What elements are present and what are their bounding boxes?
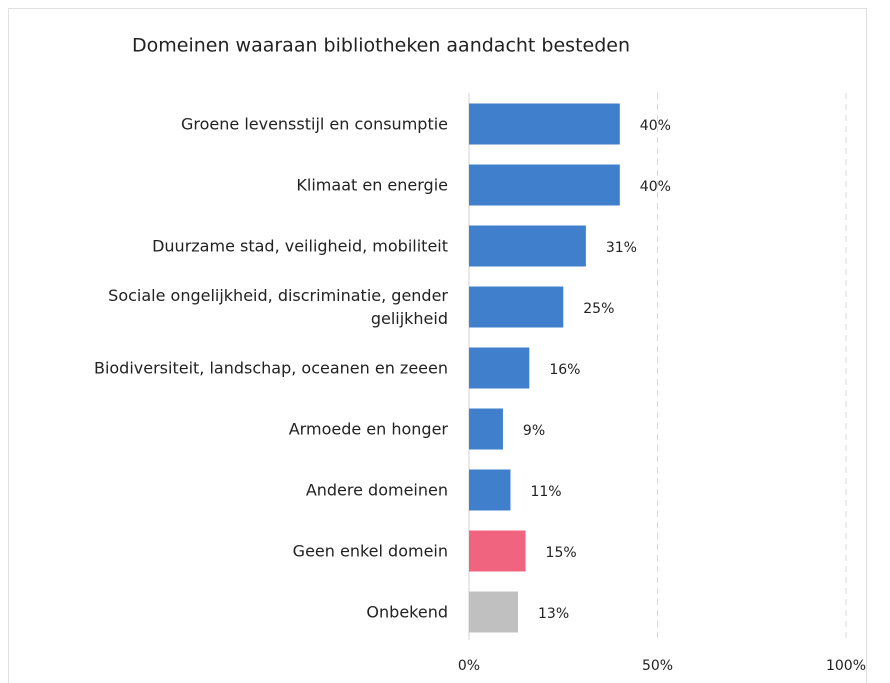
bar	[469, 469, 511, 511]
value-label: 11%	[530, 484, 561, 500]
x-tick-label: 100%	[826, 658, 866, 674]
category-label: Sociale ongelijkheid, discriminatie, gen…	[108, 286, 448, 328]
bar	[469, 225, 586, 267]
category-label: Onbekend	[366, 602, 448, 622]
value-label: 16%	[549, 362, 580, 378]
category-label: Geen enkel domein	[292, 541, 448, 561]
value-label: 31%	[606, 240, 637, 256]
bar	[469, 530, 526, 572]
value-label: 40%	[640, 179, 671, 195]
frame	[8, 8, 867, 683]
value-label: 25%	[583, 301, 614, 317]
bar	[469, 164, 620, 206]
x-tick-label: 50%	[642, 658, 673, 674]
bar	[469, 103, 620, 145]
chart-title: Domeinen waaraan bibliotheken aandacht b…	[132, 35, 630, 57]
value-label: 40%	[640, 118, 671, 134]
category-label: Duurzame stad, veiligheid, mobiliteit	[152, 236, 448, 256]
category-label: Klimaat en energie	[296, 175, 448, 195]
category-label: Andere domeinen	[305, 480, 448, 500]
value-label: 15%	[546, 545, 577, 561]
category-label: Groene levensstijl en consumptie	[180, 114, 448, 134]
category-label: Armoede en honger	[288, 419, 448, 439]
x-tick-label: 0%	[458, 658, 480, 674]
bar	[469, 347, 530, 389]
value-label: 9%	[523, 423, 545, 439]
category-label: Biodiversiteit, landschap, oceanen en ze…	[93, 358, 448, 378]
value-label: 13%	[538, 606, 569, 622]
bar	[469, 591, 519, 633]
bar	[469, 286, 564, 328]
bar	[469, 408, 503, 450]
